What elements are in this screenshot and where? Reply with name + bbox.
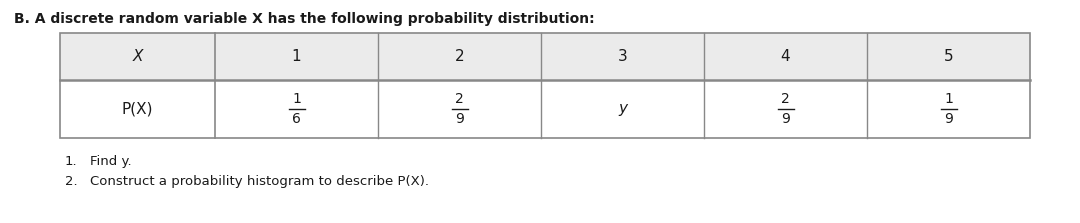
Text: B. A discrete random variable X has the following probability distribution:: B. A discrete random variable X has the … (14, 12, 595, 26)
Bar (60, 33, 1030, 80)
Text: 3: 3 (618, 49, 627, 64)
Bar (60, 33, 1030, 138)
Text: 9: 9 (455, 112, 464, 126)
Text: 5: 5 (944, 49, 954, 64)
Text: Construct a probability histogram to describe P(X).: Construct a probability histogram to des… (90, 175, 429, 188)
Text: 4: 4 (781, 49, 791, 64)
Text: 1: 1 (292, 49, 301, 64)
Text: 2: 2 (455, 49, 464, 64)
Text: Find y.: Find y. (90, 155, 132, 168)
Text: 2: 2 (455, 92, 464, 106)
Text: y: y (618, 101, 627, 116)
Text: 2.: 2. (65, 175, 78, 188)
Text: 2: 2 (781, 92, 789, 106)
Text: 6: 6 (292, 112, 301, 126)
Text: X: X (132, 49, 143, 64)
Text: 1.: 1. (65, 155, 78, 168)
Text: P(X): P(X) (122, 101, 153, 116)
Text: 1: 1 (944, 92, 953, 106)
Text: 9: 9 (944, 112, 953, 126)
Text: 1: 1 (292, 92, 301, 106)
Text: 9: 9 (781, 112, 789, 126)
